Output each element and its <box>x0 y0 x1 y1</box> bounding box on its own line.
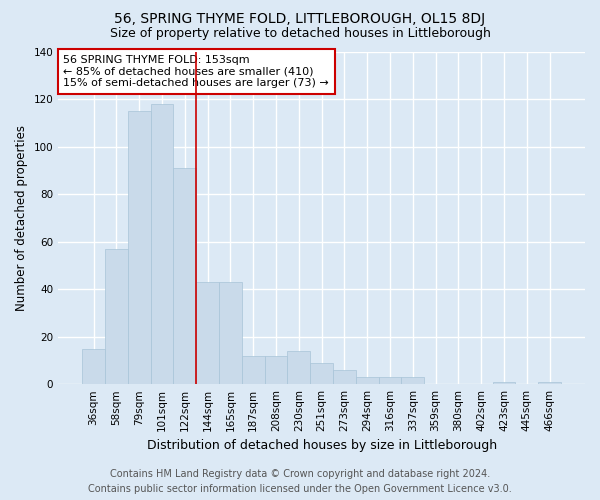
Y-axis label: Number of detached properties: Number of detached properties <box>15 125 28 311</box>
Bar <box>401 377 424 384</box>
Bar <box>82 348 105 384</box>
Text: 56, SPRING THYME FOLD, LITTLEBOROUGH, OL15 8DJ: 56, SPRING THYME FOLD, LITTLEBOROUGH, OL… <box>115 12 485 26</box>
Bar <box>356 377 379 384</box>
Bar <box>379 377 401 384</box>
Bar <box>310 363 333 384</box>
Bar <box>333 370 356 384</box>
Text: Size of property relative to detached houses in Littleborough: Size of property relative to detached ho… <box>110 28 490 40</box>
Bar <box>128 111 151 384</box>
Bar <box>287 351 310 384</box>
Text: Contains HM Land Registry data © Crown copyright and database right 2024.
Contai: Contains HM Land Registry data © Crown c… <box>88 468 512 493</box>
Bar <box>173 168 196 384</box>
Text: 56 SPRING THYME FOLD: 153sqm
← 85% of detached houses are smaller (410)
15% of s: 56 SPRING THYME FOLD: 153sqm ← 85% of de… <box>64 55 329 88</box>
Bar <box>196 282 219 384</box>
Bar <box>242 356 265 384</box>
Bar <box>493 382 515 384</box>
Bar <box>265 356 287 384</box>
Bar <box>538 382 561 384</box>
Bar <box>151 104 173 384</box>
Bar <box>219 282 242 384</box>
Bar <box>105 248 128 384</box>
X-axis label: Distribution of detached houses by size in Littleborough: Distribution of detached houses by size … <box>146 440 497 452</box>
